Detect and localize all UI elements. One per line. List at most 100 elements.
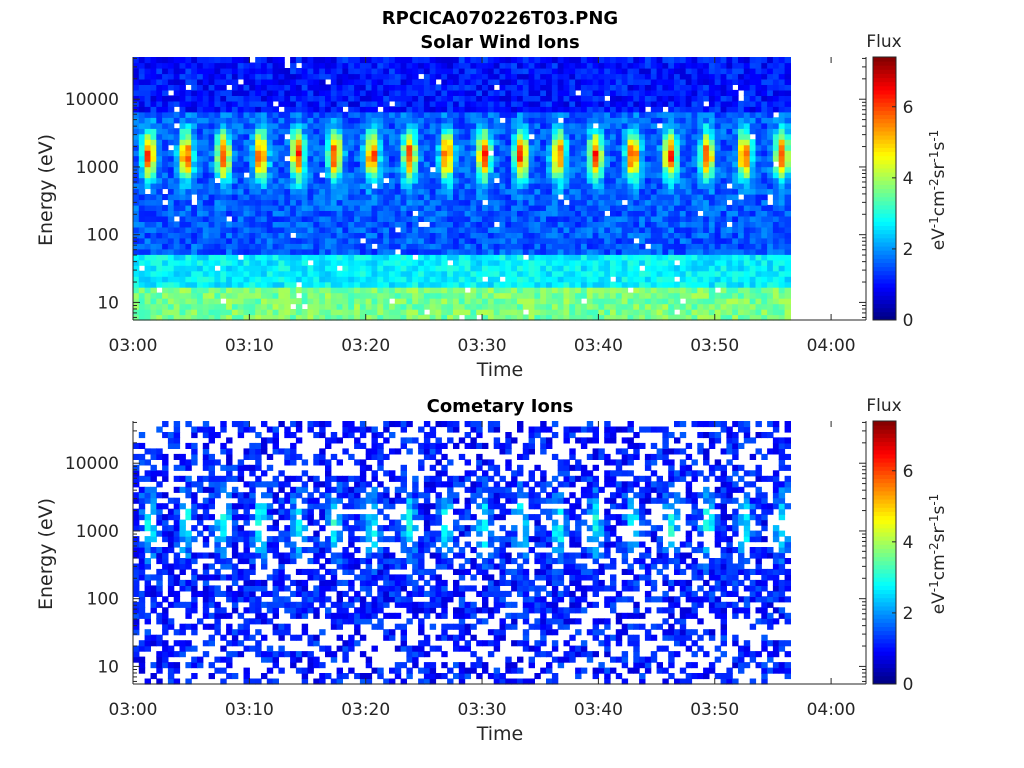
spectrogram-cell	[738, 161, 745, 168]
spectrogram-cell	[313, 57, 320, 64]
spectrogram-cell	[685, 166, 693, 173]
spectrogram-cell	[639, 292, 646, 299]
spectrogram-cell	[691, 73, 698, 80]
spectrogram-cell	[569, 210, 576, 217]
spectrogram-cell	[231, 122, 239, 129]
spectrogram-cell	[290, 155, 297, 162]
spectrogram-cell	[656, 68, 663, 75]
spectrogram-cell	[720, 177, 727, 184]
spectrogram-cell	[173, 281, 181, 288]
spectrogram-cell	[255, 226, 262, 233]
spectrogram-cell	[325, 95, 332, 102]
spectrogram-cell	[615, 155, 623, 162]
spectrogram-cell	[551, 150, 559, 157]
spectrogram-cell	[295, 172, 303, 179]
spectrogram-cell	[330, 166, 338, 173]
spectrogram-cell	[656, 166, 663, 173]
spectrogram-cell	[325, 248, 332, 255]
spectrogram-cell	[423, 177, 431, 184]
spectrogram-cell	[220, 100, 227, 107]
spectrogram-cell	[255, 89, 262, 96]
spectrogram-cell	[575, 106, 582, 113]
spectrogram-cell	[493, 226, 501, 233]
spectrogram-cell	[133, 150, 140, 157]
spectrogram-cell	[743, 161, 751, 168]
spectrogram-cell	[604, 166, 611, 173]
spectrogram-cell	[307, 128, 314, 135]
spectrogram-cell	[679, 254, 687, 261]
spectrogram-cell	[313, 199, 320, 206]
spectrogram-cell	[493, 122, 501, 129]
spectrogram-cell	[138, 270, 146, 277]
spectrogram-cell	[354, 265, 361, 272]
spectrogram-cell	[156, 210, 163, 217]
spectrogram-cell	[720, 133, 727, 140]
spectrogram-cell	[447, 221, 454, 228]
spectrogram-cell	[470, 226, 477, 233]
spectrogram-cell	[464, 314, 471, 321]
spectrogram-cell	[214, 194, 221, 201]
spectrogram-cell	[697, 270, 704, 277]
spectrogram-cell	[447, 276, 454, 283]
spectrogram-cell	[231, 128, 239, 135]
spectrogram-cell	[394, 128, 402, 135]
spectrogram-cell	[266, 155, 274, 162]
spectrogram-cell	[615, 303, 623, 310]
spectrogram-cell	[511, 226, 518, 233]
spectrogram-cell	[272, 133, 279, 140]
spectrogram-cell	[423, 95, 431, 102]
spectrogram-cell	[144, 232, 151, 239]
spectrogram-cell	[272, 183, 279, 190]
spectrogram-cell	[255, 314, 262, 321]
spectrogram-cell	[429, 122, 437, 129]
spectrogram-cell	[639, 128, 646, 135]
spectrogram-cell	[610, 248, 617, 255]
spectrogram-cell	[732, 68, 739, 75]
spectrogram-cell	[325, 199, 332, 206]
spectrogram-cell	[580, 68, 588, 75]
spectrogram-cell	[580, 84, 588, 91]
spectrogram-cell	[191, 210, 198, 217]
spectrogram-cell	[418, 281, 425, 288]
spectrogram-cell	[365, 298, 373, 305]
spectrogram-cell	[383, 303, 390, 310]
spectrogram-cell	[202, 68, 210, 75]
spectrogram-cell	[365, 314, 373, 321]
spectrogram-cell	[511, 270, 518, 277]
spectrogram-cell	[278, 254, 285, 261]
spectrogram-cell	[569, 303, 576, 310]
spectrogram-cell	[255, 117, 262, 124]
spectrogram-cell	[540, 172, 547, 179]
spectrogram-cell	[726, 78, 733, 85]
spectrogram-cell	[197, 188, 204, 195]
panel-title: Solar Wind Ions	[420, 32, 579, 53]
spectrogram-cell	[290, 177, 297, 184]
spectrogram-cell	[237, 172, 245, 179]
spectrogram-cell	[266, 183, 274, 190]
spectrogram-cell	[325, 226, 332, 233]
spectrogram-cell	[167, 78, 175, 85]
spectrogram-cell	[668, 270, 675, 277]
spectrogram-cell	[191, 100, 198, 107]
spectrogram-cell	[406, 68, 413, 75]
spectrogram-cell	[511, 106, 518, 113]
spectrogram-cell	[563, 100, 570, 107]
spectrogram-cell	[359, 204, 367, 211]
spectrogram-cell	[511, 95, 518, 102]
spectrogram-cell	[266, 188, 274, 195]
spectrogram-cell	[330, 62, 338, 69]
spectrogram-cell	[313, 259, 320, 266]
spectrogram-cell	[237, 188, 245, 195]
spectrogram-cell	[243, 122, 250, 129]
spectrogram-cell	[557, 183, 565, 190]
spectrogram-cell	[487, 111, 495, 118]
spectrogram-cell	[511, 276, 518, 283]
spectrogram-cell	[412, 139, 419, 146]
spectrogram-cell	[191, 155, 198, 162]
spectrogram-cell	[679, 62, 687, 69]
spectrogram-cell	[290, 270, 297, 277]
spectrogram-cell	[272, 215, 279, 222]
spectrogram-cell	[470, 95, 477, 102]
spectrogram-cell	[284, 259, 291, 266]
spectrogram-cell	[156, 265, 163, 272]
